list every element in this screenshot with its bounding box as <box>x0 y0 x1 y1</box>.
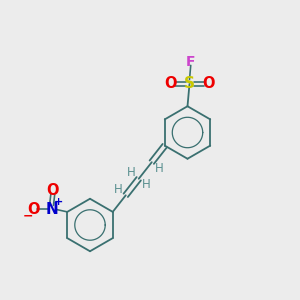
Text: H: H <box>127 167 136 179</box>
Text: H: H <box>155 162 164 175</box>
Text: S: S <box>184 76 195 92</box>
Text: −: − <box>22 209 33 222</box>
Text: +: + <box>54 197 63 207</box>
Text: H: H <box>142 178 151 191</box>
Text: H: H <box>114 183 123 196</box>
Text: O: O <box>46 183 59 198</box>
Text: N: N <box>45 202 58 217</box>
Text: O: O <box>164 76 177 92</box>
Text: F: F <box>186 55 196 69</box>
Text: O: O <box>27 202 39 217</box>
Text: O: O <box>202 76 215 92</box>
